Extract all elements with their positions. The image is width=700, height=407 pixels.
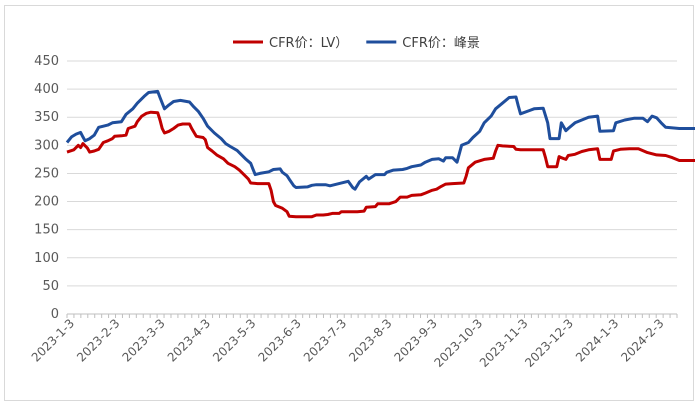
x-tick-label: 2023-9-3 — [392, 316, 440, 364]
x-tick-label: 2023-6-3 — [255, 316, 303, 364]
x-tick-label: 2023-11-3 — [477, 316, 531, 370]
legend-label-2: CFR价：峰景 — [402, 36, 480, 51]
y-tick-label: 150 — [34, 223, 59, 238]
y-axis-ticks: 0 50 100 150 200 250 300 350 400 450 — [34, 54, 59, 322]
x-tick-label: 2023-2-3 — [74, 316, 122, 364]
x-tick-label: 2023-10-3 — [431, 316, 485, 370]
y-tick-label: 250 — [34, 166, 59, 181]
x-tick-label: 2024-2-3 — [618, 316, 666, 364]
series-line-2 — [65, 89, 695, 191]
x-axis: 2023-1-32023-2-32023-3-32023-4-32023-5-3… — [29, 313, 678, 370]
series-lines — [65, 89, 695, 219]
x-tick-label: 2023-12-3 — [522, 316, 576, 370]
x-tick-label: 2023-8-3 — [346, 316, 394, 364]
x-tick-label: 2023-1-3 — [29, 316, 77, 364]
y-tick-label: 100 — [34, 251, 59, 266]
x-tick-label: 2024-1-3 — [573, 316, 621, 364]
y-tick-label: 450 — [34, 54, 59, 69]
x-tick-label: 2023-4-3 — [165, 316, 213, 364]
x-tick-label: 2023-3-3 — [119, 316, 167, 364]
chart-frame: 0 50 100 150 200 250 300 350 400 450 2023-1-3 2023… — [4, 5, 695, 401]
series-line-1 — [66, 110, 695, 219]
legend-label-1: CFR价：LV） — [269, 36, 348, 51]
x-tick-label: 2023-5-3 — [210, 316, 258, 364]
y-tick-label: 50 — [42, 279, 59, 294]
x-tick-label: 2023-7-3 — [301, 316, 349, 364]
y-tick-label: 400 — [34, 82, 59, 97]
y-tick-label: 350 — [34, 110, 59, 125]
y-tick-label: 0 — [51, 307, 59, 322]
y-tick-label: 300 — [34, 138, 59, 153]
y-tick-label: 200 — [34, 195, 59, 210]
legend: CFR价：LV） CFR价：峰景 — [233, 36, 480, 51]
grid — [67, 60, 677, 287]
